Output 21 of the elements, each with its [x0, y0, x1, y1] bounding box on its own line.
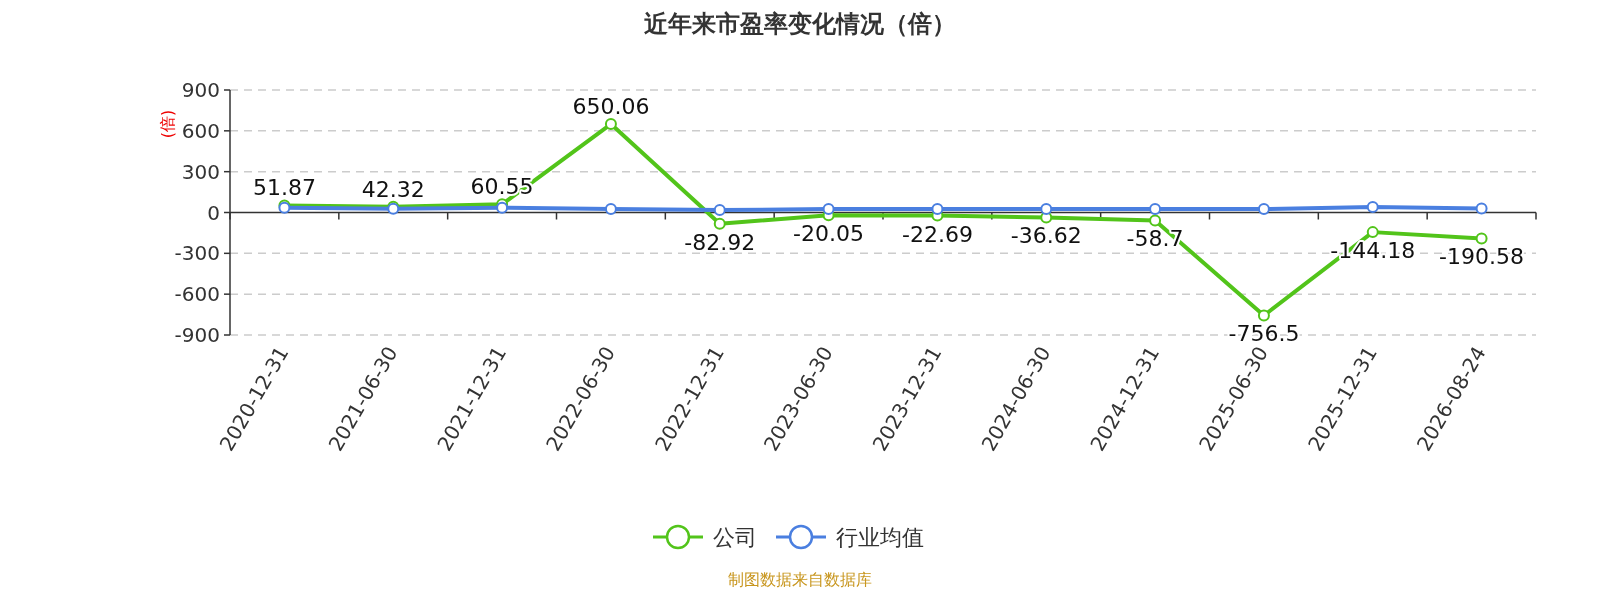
y-tick-label: 900 — [181, 78, 220, 102]
data-label: -36.62 — [1010, 223, 1082, 249]
chart-title: 近年来市盈率变化情况（倍） — [644, 10, 956, 38]
data-label: 42.32 — [361, 176, 425, 202]
data-label: -82.92 — [684, 229, 756, 255]
data-label: -20.05 — [793, 221, 865, 247]
y-tick-label: 300 — [181, 159, 220, 184]
data-label: -22.69 — [901, 221, 973, 247]
y-tick-label: 600 — [181, 118, 220, 143]
legend-label: 行业均值 — [836, 525, 924, 550]
y-tick-label: -600 — [174, 282, 220, 307]
y-tick-label: 0 — [207, 200, 220, 225]
data-label: 650.06 — [572, 94, 650, 120]
y-axis-title: (倍) — [157, 109, 177, 139]
data-label: -190.58 — [1439, 244, 1525, 270]
data-label: 51.87 — [252, 175, 316, 201]
text: 制图数据来自数据库 — [728, 570, 872, 589]
legend-label: 公司 — [713, 525, 757, 550]
y-tick-label: -900 — [174, 323, 220, 347]
data-label: -756.5 — [1228, 321, 1300, 347]
y-tick-label: -300 — [174, 241, 220, 266]
